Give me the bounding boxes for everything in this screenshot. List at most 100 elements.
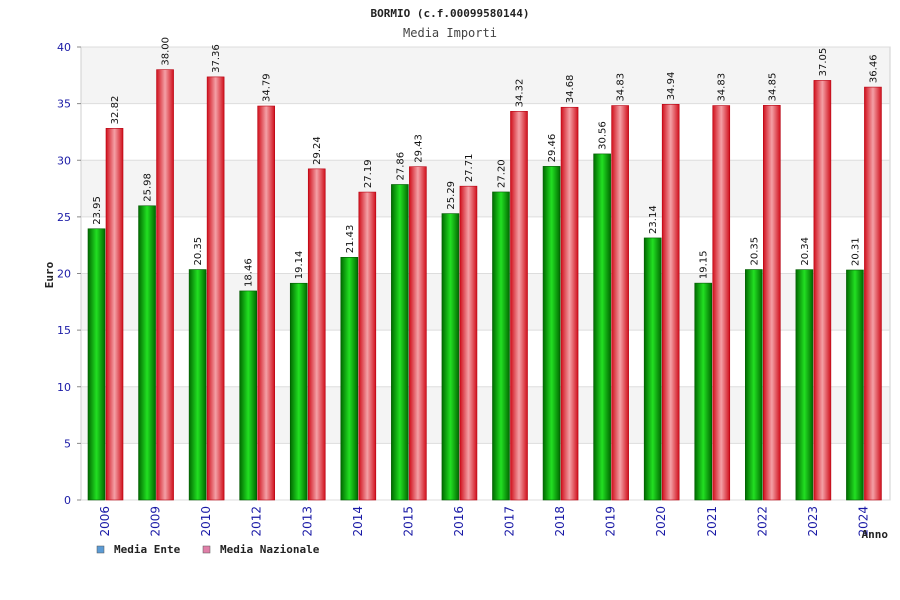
x-tick-label: 2006 [98, 506, 112, 537]
bar-media-nazionale-2006 [105, 128, 124, 501]
y-tick-label: 35 [57, 98, 71, 111]
y-tick-label: 15 [57, 324, 71, 337]
legend-label-media-ente: Media Ente [114, 543, 181, 556]
x-tick-label: 2020 [654, 506, 668, 537]
x-tick-label: 2019 [604, 506, 618, 537]
chart-title: BORMIO (c.f.00099580144) [371, 7, 530, 20]
data-label: 18.46 [244, 258, 255, 287]
legend-swatch-media-nazionale [202, 545, 211, 554]
data-label: 29.24 [312, 136, 323, 165]
data-label: 29.43 [413, 134, 424, 163]
bar-media-nazionale-2023 [813, 80, 832, 501]
data-label: 34.83 [717, 73, 728, 102]
y-tick-label: 10 [57, 381, 71, 394]
legend-swatch-media-ente [96, 545, 105, 554]
data-label: 37.36 [211, 44, 222, 73]
chart-subtitle: Media Importi [403, 26, 497, 40]
x-tick-label: 2023 [806, 506, 820, 537]
x-tick-label: 2016 [452, 506, 466, 537]
bar-media-ente-2009 [138, 205, 156, 501]
data-label: 19.14 [294, 251, 305, 280]
bar-media-ente-2021 [694, 282, 713, 501]
data-label: 37.05 [818, 48, 829, 77]
x-tick-label: 2012 [250, 506, 264, 537]
bar-media-nazionale-2009 [156, 69, 174, 501]
bar-media-ente-2020 [643, 237, 662, 501]
bar-media-nazionale-2010 [206, 76, 225, 501]
x-tick-label: 2009 [149, 506, 163, 537]
x-tick-label: 2015 [401, 506, 415, 537]
data-label: 20.35 [749, 237, 760, 266]
x-axis-label: Anno [862, 528, 889, 541]
bar-media-ente-2022 [745, 269, 763, 501]
data-label: 27.86 [395, 152, 406, 181]
data-label: 21.43 [345, 225, 356, 254]
bar-media-nazionale-2016 [459, 185, 478, 501]
legend-label-media-nazionale: Media Nazionale [220, 543, 320, 556]
bar-media-ente-2014 [340, 257, 359, 501]
bars [87, 69, 882, 501]
x-tick-label: 2014 [351, 506, 365, 537]
bar-media-ente-2019 [593, 153, 611, 501]
x-tick-label: 2021 [705, 506, 719, 537]
bar-media-nazionale-2015 [409, 166, 427, 501]
data-label: 32.82 [110, 96, 121, 125]
bar-media-nazionale-2012 [257, 105, 275, 501]
data-label: 19.15 [699, 250, 710, 279]
bar-media-ente-2013 [289, 282, 308, 501]
data-label: 34.68 [565, 75, 576, 104]
bar-media-ente-2024 [846, 269, 864, 501]
x-tick-label: 2010 [199, 506, 213, 537]
data-label: 29.46 [547, 134, 558, 163]
y-tick-label: 40 [57, 41, 71, 54]
y-tick-label: 25 [57, 211, 71, 224]
data-label: 30.56 [598, 121, 609, 150]
data-label: 20.34 [800, 237, 811, 266]
bar-media-ente-2015 [391, 184, 409, 501]
bar-media-nazionale-2013 [307, 168, 326, 501]
bar-media-nazionale-2018 [560, 106, 579, 501]
data-label: 23.14 [648, 205, 659, 234]
data-label: 20.35 [193, 237, 204, 266]
data-label: 27.20 [497, 159, 508, 188]
data-labels: 23.95 32.82 25.98 38.00 20.35 37.36 18.46 34.79… [92, 37, 879, 287]
data-label: 34.32 [515, 79, 526, 108]
data-label: 36.46 [868, 54, 879, 83]
bar-media-nazionale-2022 [763, 105, 781, 501]
bar-media-ente-2010 [188, 269, 207, 501]
x-tick-label: 2013 [300, 506, 314, 537]
bar-media-ente-2016 [441, 213, 460, 501]
y-tick-labels: 0 5 10 15 20 25 30 35 40 [57, 41, 71, 507]
data-label: 34.83 [616, 73, 627, 102]
data-label: 27.19 [363, 159, 374, 188]
x-tick-label: 2017 [503, 506, 517, 537]
legend: Media Ente Media Nazionale [96, 543, 320, 556]
bar-media-nazionale-2017 [510, 111, 528, 501]
x-tick-label: 2022 [755, 506, 769, 537]
bar-media-nazionale-2019 [611, 105, 629, 501]
data-label: 20.31 [850, 237, 861, 266]
bar-media-ente-2023 [795, 269, 814, 501]
x-tick-label: 2018 [553, 506, 567, 537]
x-tick-labels: 2006 2009 2010 2012 2013 2014 2015 2016 2017 2018… [98, 506, 870, 537]
bar-media-ente-2012 [239, 290, 257, 501]
y-axis-label: Euro [43, 261, 56, 288]
y-tick-label: 0 [64, 494, 71, 507]
bar-media-nazionale-2024 [864, 86, 882, 501]
y-tick-label: 20 [57, 268, 71, 281]
data-label: 23.95 [92, 196, 103, 225]
bar-media-ente-2018 [542, 166, 561, 501]
x-tick-label: 2024 [856, 506, 870, 537]
bar-media-nazionale-2014 [358, 191, 377, 501]
bar-media-ente-2006 [87, 228, 106, 501]
bar-media-nazionale-2020 [661, 104, 680, 501]
y-tick-label: 5 [64, 437, 71, 450]
data-label: 34.85 [767, 73, 778, 102]
data-label: 38.00 [161, 37, 172, 66]
bar-media-ente-2017 [492, 191, 510, 501]
data-label: 34.94 [666, 72, 677, 101]
data-label: 27.71 [464, 154, 475, 183]
data-label: 25.98 [143, 173, 154, 202]
data-label: 25.29 [446, 181, 457, 210]
